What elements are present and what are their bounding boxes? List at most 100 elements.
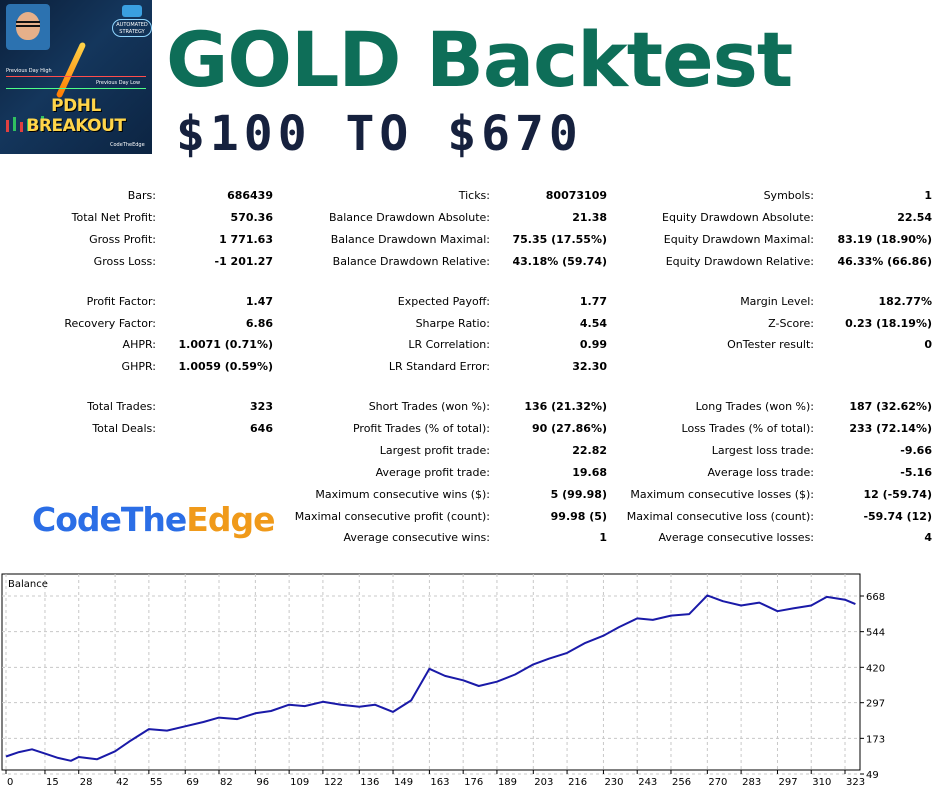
x-tick-label: 136	[360, 777, 379, 788]
average-loss-label: Average loss trade:	[707, 466, 814, 479]
thumbnail-title: PDHL BREAKOUT	[26, 96, 126, 136]
largest-loss-value: -9.66	[900, 444, 932, 457]
prev-day-high-line	[6, 76, 146, 77]
x-tick-label: 69	[186, 777, 199, 788]
x-tick-label: 55	[150, 777, 163, 788]
gross-profit-label: Gross Profit:	[89, 233, 156, 246]
x-tick-label: 243	[638, 777, 657, 788]
lr-correlation-value: 0.99	[579, 338, 607, 351]
candlestick-icon	[6, 116, 44, 132]
balance-dd-maximal-label: Balance Drawdown Maximal:	[330, 233, 490, 246]
x-tick-label: 96	[256, 777, 269, 788]
margin-level-value: 182.77%	[878, 295, 932, 308]
lr-standard-error-value: 32.30	[572, 360, 607, 373]
lr-standard-error-label: LR Standard Error:	[388, 360, 490, 373]
balance-dd-absolute-value: 21.38	[572, 211, 607, 224]
total-deals-label: Total Deals:	[92, 422, 156, 435]
x-tick-label: 176	[464, 777, 483, 788]
x-tick-label: 109	[290, 777, 309, 788]
balance-dd-absolute-label: Balance Drawdown Absolute:	[328, 211, 490, 224]
logo-part1: CodeThe	[32, 500, 187, 539]
largest-profit-label: Largest profit trade:	[379, 444, 490, 457]
avg-consec-losses-value: 4	[924, 531, 932, 544]
y-tick-label: 49	[866, 770, 879, 781]
z-score-label: Z-Score:	[768, 317, 814, 330]
x-tick-label: 0	[7, 777, 13, 788]
max-consec-wins-label: Maximum consecutive wins ($):	[315, 488, 490, 501]
x-tick-label: 310	[812, 777, 831, 788]
average-profit-value: 19.68	[572, 466, 607, 479]
max-consec-losses-value: 12 (-59.74)	[863, 488, 932, 501]
chart-title: Balance	[8, 579, 48, 590]
x-tick-label: 163	[430, 777, 449, 788]
x-tick-label: 189	[498, 777, 517, 788]
x-tick-label: 256	[672, 777, 691, 788]
ahpr-label: AHPR:	[122, 338, 156, 351]
ghpr-label: GHPR:	[121, 360, 156, 373]
y-tick-label: 668	[866, 592, 885, 603]
equity-dd-absolute-label: Equity Drawdown Absolute:	[662, 211, 814, 224]
profit-factor-label: Profit Factor:	[86, 295, 156, 308]
average-loss-value: -5.16	[900, 466, 932, 479]
average-profit-label: Average profit trade:	[375, 466, 490, 479]
y-tick-label: 544	[866, 628, 885, 639]
expected-payoff-value: 1.77	[579, 295, 607, 308]
maximal-consec-loss-value: -59.74 (12)	[863, 510, 932, 523]
page-subtitle: $100 TO $670	[176, 106, 583, 162]
ontester-label: OnTester result:	[727, 338, 814, 351]
balance-dd-relative-label: Balance Drawdown Relative:	[332, 255, 490, 268]
x-tick-label: 203	[534, 777, 553, 788]
ontester-value: 0	[924, 338, 932, 351]
lr-correlation-label: LR Correlation:	[408, 338, 490, 351]
loss-trades-label: Loss Trades (% of total):	[681, 422, 814, 435]
logo-part2: Edge	[186, 500, 275, 539]
margin-level-label: Margin Level:	[740, 295, 814, 308]
chart-frame	[1, 573, 861, 771]
bars-label: Bars:	[127, 189, 156, 202]
expected-payoff-label: Expected Payoff:	[397, 295, 490, 308]
x-tick-label: 82	[220, 777, 233, 788]
largest-profit-value: 22.82	[572, 444, 607, 457]
balance-chart: Balance 49 173 297 420 544 668 0 15 28 42 55 69 82 9…	[1, 573, 885, 788]
avg-consec-losses-label: Average consecutive losses:	[658, 531, 814, 544]
recovery-factor-label: Recovery Factor:	[64, 317, 156, 330]
x-tick-label: 283	[742, 777, 761, 788]
short-trades-label: Short Trades (won %):	[368, 400, 490, 413]
gross-loss-value: -1 201.27	[214, 255, 274, 268]
balance-line	[5, 594, 856, 762]
x-tick-label: 15	[46, 777, 59, 788]
short-trades-value: 136 (21.32%)	[524, 400, 607, 413]
y-tick-label: 420	[866, 663, 885, 674]
ahpr-value: 1.0071 (0.71%)	[178, 338, 274, 351]
x-tick-label: 270	[708, 777, 727, 788]
sharpe-ratio-label: Sharpe Ratio:	[415, 317, 490, 330]
prev-day-high-label: Previous Day High	[6, 68, 52, 74]
total-net-profit-value: 570.36	[230, 211, 273, 224]
automated-strategy-badge: AUTOMATED STRATEGY	[112, 19, 152, 37]
total-net-profit-label: Total Net Profit:	[71, 211, 156, 224]
thumbnail-brand: CodeTheEdge	[110, 142, 145, 148]
maximal-consec-profit-value: 99.98 (5)	[550, 510, 607, 523]
equity-dd-relative-value: 46.33% (66.86)	[837, 255, 933, 268]
robot-icon	[122, 5, 142, 17]
strategy-thumbnail: AUTOMATED STRATEGY Previous Day High Pre…	[0, 0, 152, 154]
prev-day-low-line	[6, 88, 146, 89]
x-tick-label: 216	[568, 777, 587, 788]
maximal-consec-profit-label: Maximal consecutive profit (count):	[294, 510, 490, 523]
avatar	[6, 4, 50, 50]
page-title: GOLD Backtest	[166, 15, 793, 104]
symbols-value: 1	[924, 189, 932, 202]
recovery-factor-value: 6.86	[245, 317, 273, 330]
equity-dd-maximal-value: 83.19 (18.90%)	[837, 233, 933, 246]
symbols-label: Symbols:	[763, 189, 814, 202]
avg-consec-wins-label: Average consecutive wins:	[343, 531, 490, 544]
equity-dd-absolute-value: 22.54	[897, 211, 932, 224]
z-score-value: 0.23 (18.19%)	[845, 317, 932, 330]
total-trades-value: 323	[250, 400, 273, 413]
maximal-consec-loss-label: Maximal consecutive loss (count):	[626, 510, 814, 523]
lightning-icon	[55, 41, 87, 99]
loss-trades-value: 233 (72.14%)	[849, 422, 932, 435]
y-tick-label: 297	[866, 699, 885, 710]
max-consec-losses-label: Maximum consecutive losses ($):	[630, 488, 814, 501]
x-tick-label: 42	[116, 777, 129, 788]
